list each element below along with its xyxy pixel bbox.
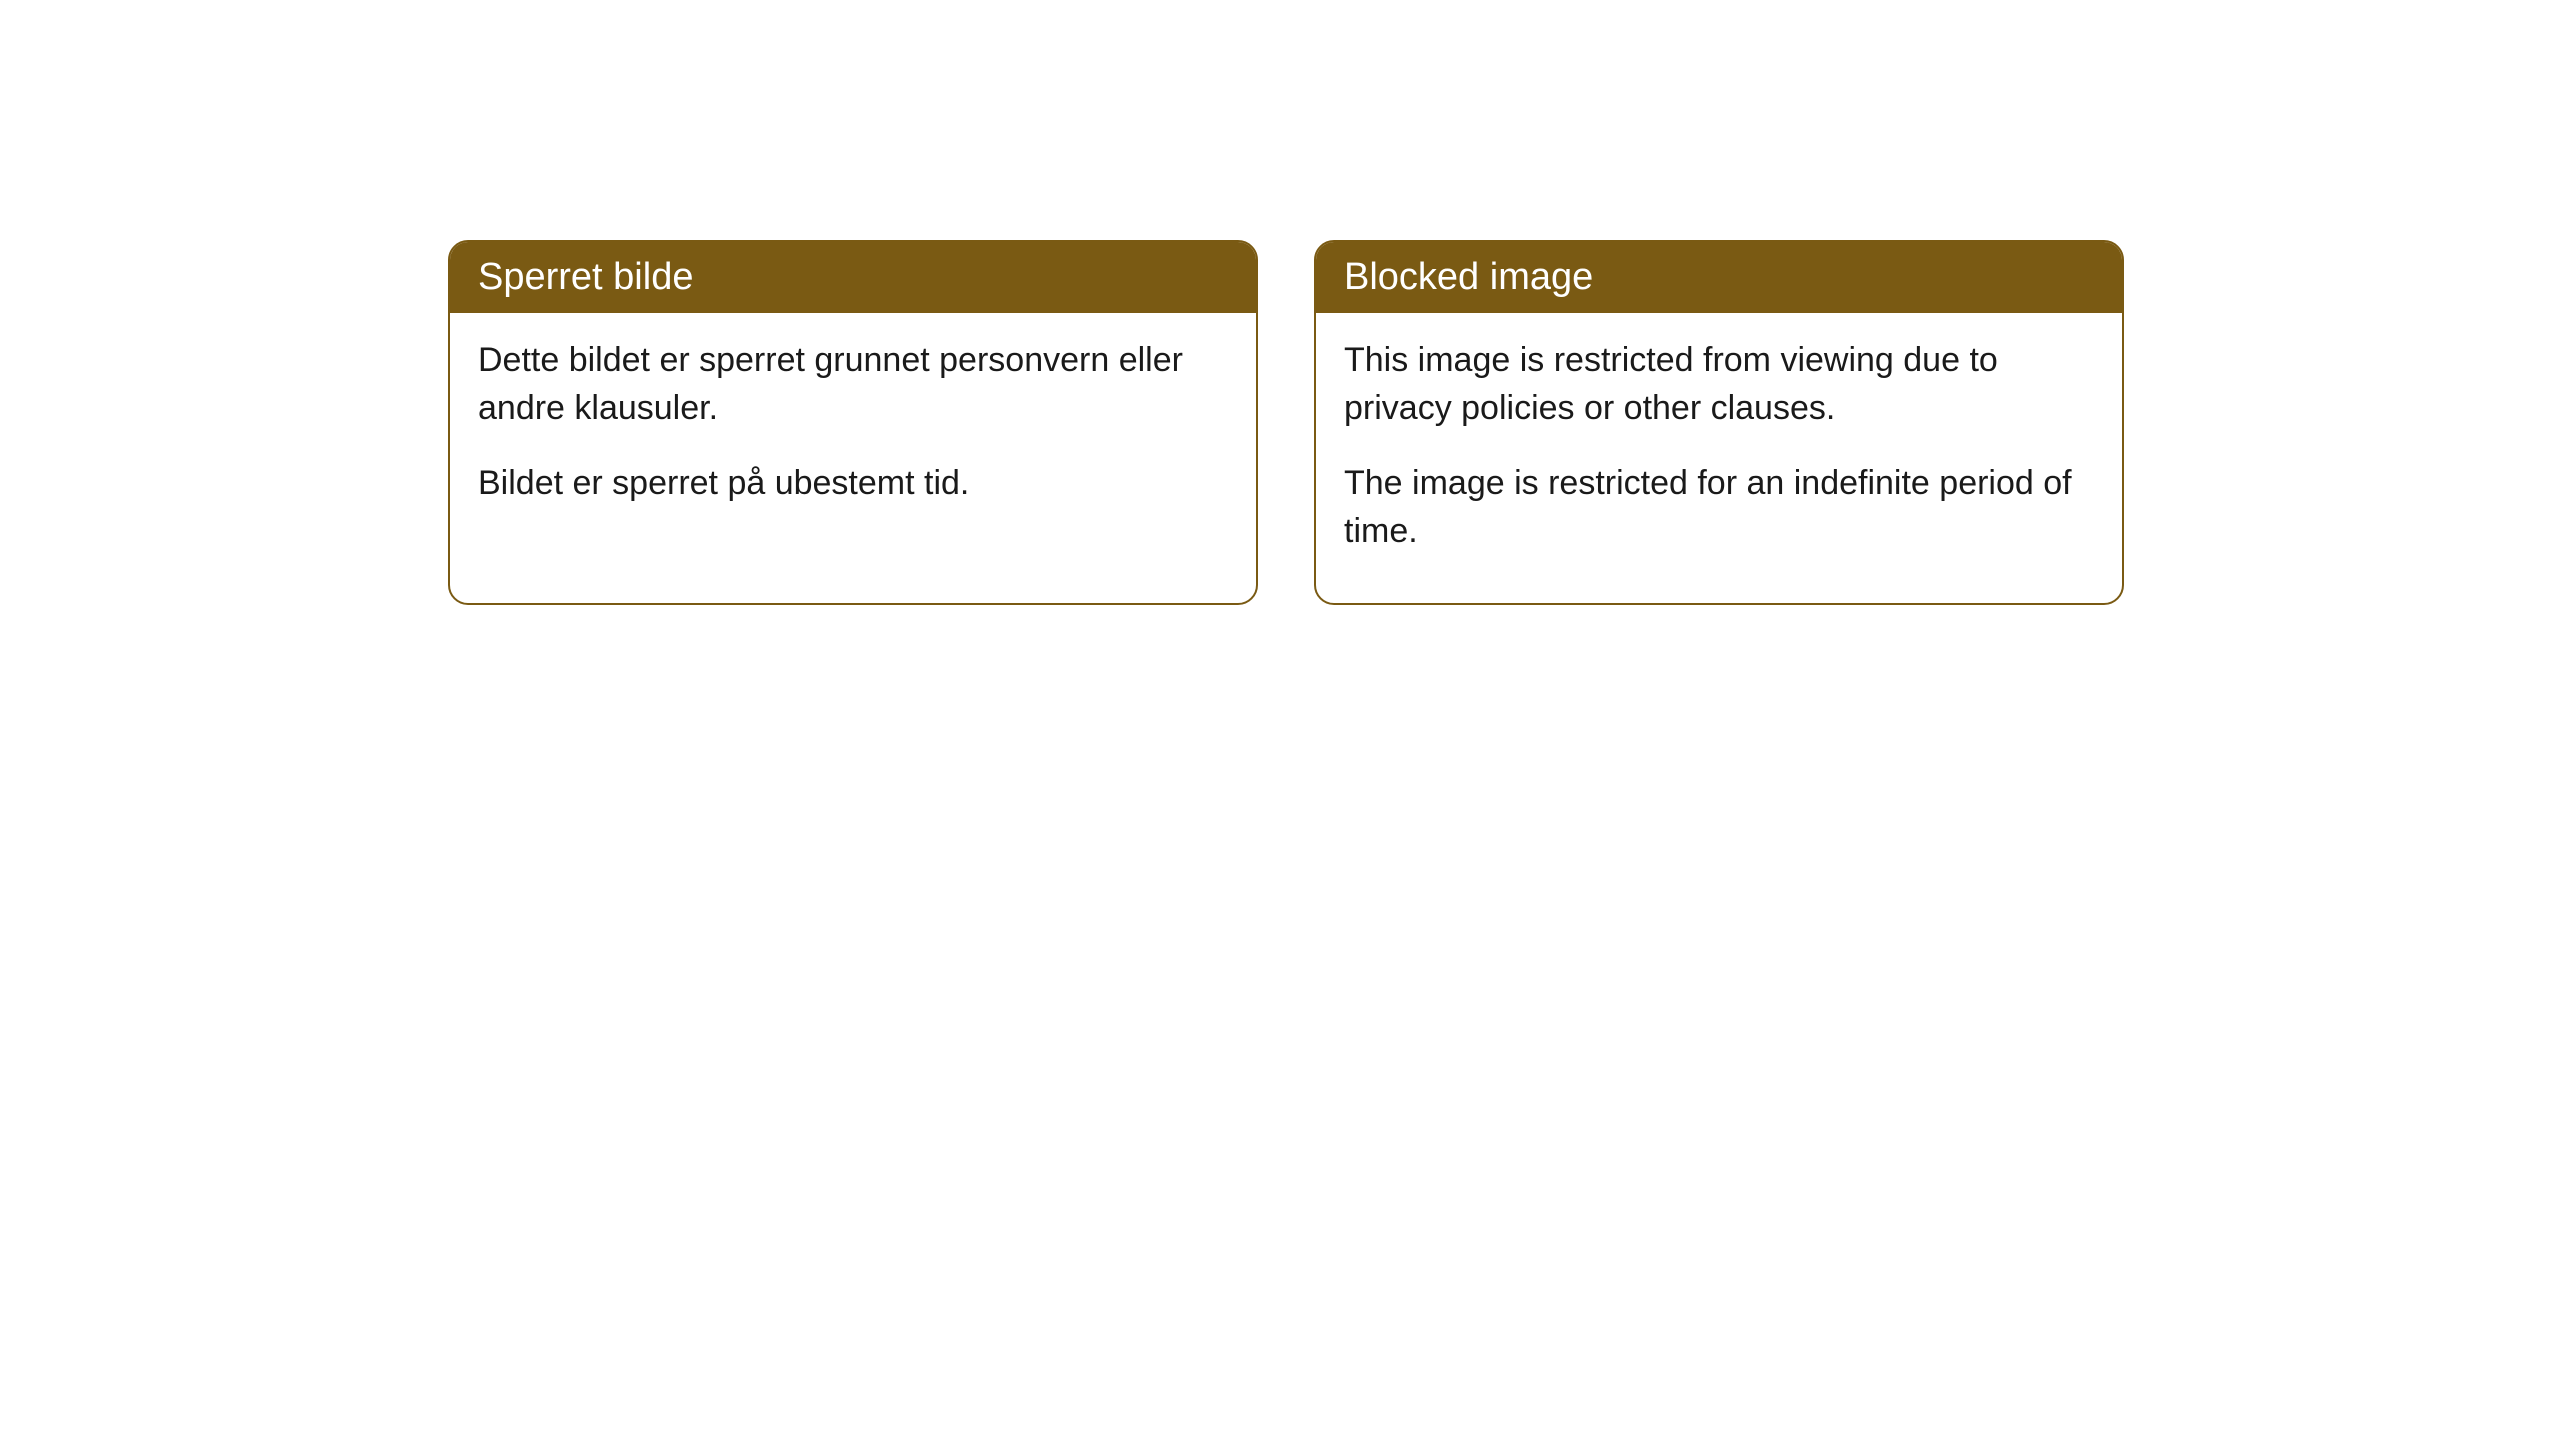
card-paragraph-english-2: The image is restricted for an indefinit… — [1344, 460, 2094, 555]
card-header-norwegian: Sperret bilde — [450, 242, 1256, 313]
notice-card-english: Blocked image This image is restricted f… — [1314, 240, 2124, 605]
card-body-english: This image is restricted from viewing du… — [1316, 313, 2122, 603]
notice-card-norwegian: Sperret bilde Dette bildet er sperret gr… — [448, 240, 1258, 605]
card-body-norwegian: Dette bildet er sperret grunnet personve… — [450, 313, 1256, 556]
card-paragraph-english-1: This image is restricted from viewing du… — [1344, 337, 2094, 432]
card-header-english: Blocked image — [1316, 242, 2122, 313]
card-title-english: Blocked image — [1344, 256, 1593, 298]
card-paragraph-norwegian-2: Bildet er sperret på ubestemt tid. — [478, 460, 1228, 508]
notice-cards-container: Sperret bilde Dette bildet er sperret gr… — [448, 240, 2124, 605]
card-title-norwegian: Sperret bilde — [478, 256, 693, 298]
card-paragraph-norwegian-1: Dette bildet er sperret grunnet personve… — [478, 337, 1228, 432]
